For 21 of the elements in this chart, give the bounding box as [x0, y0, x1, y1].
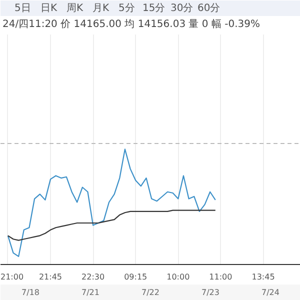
text: 7/18 [22, 288, 40, 297]
x-tick-label: 21:45 [38, 272, 62, 282]
text: 60分 [198, 2, 220, 14]
x-tick-label: 11:00 [209, 272, 232, 282]
x-tick-label: 09:15 [124, 272, 148, 282]
text: 周K [66, 3, 84, 14]
text: 24/四11:20 价 14165.00 均 14156.03 量 0 幅 -0.39% [2, 18, 260, 30]
x-tick-label: 10:00 [166, 272, 190, 282]
text: 5日 [14, 3, 31, 14]
text: 15分 [142, 2, 166, 14]
x-tick-label: 13:45 [252, 272, 275, 282]
text: 日K [40, 3, 58, 14]
text: 月K [92, 3, 110, 14]
text: 5分 [118, 2, 135, 14]
text: 7/22 [142, 288, 160, 297]
text: 7/24 [262, 288, 280, 297]
text: 7/23 [202, 288, 220, 297]
text: 7/21 [82, 288, 100, 297]
text: 30分 [170, 2, 194, 14]
x-tick-label: 21:00 [0, 272, 24, 282]
x-tick-label: 22:30 [82, 272, 105, 282]
